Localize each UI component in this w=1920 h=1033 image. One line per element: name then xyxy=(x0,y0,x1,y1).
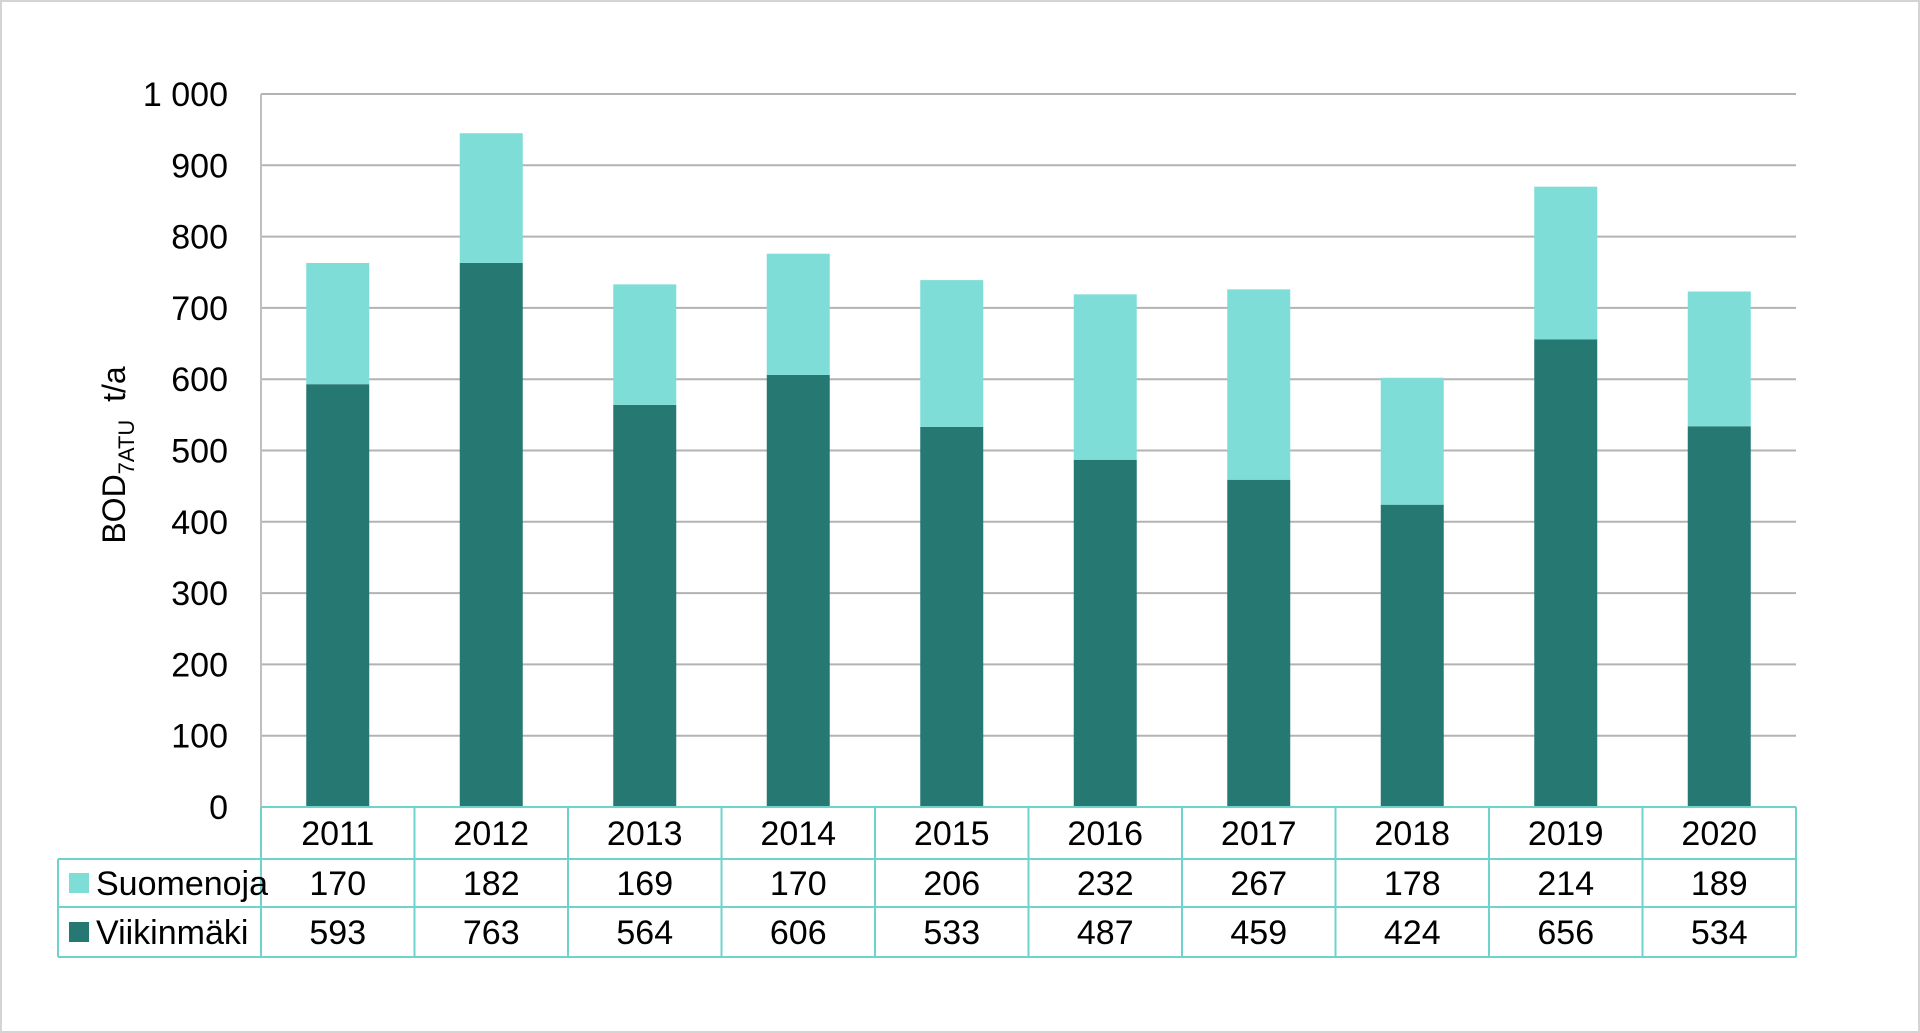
data-label: 564 xyxy=(616,914,673,952)
data-label: 170 xyxy=(770,865,827,903)
data-label: 189 xyxy=(1691,865,1748,903)
legend-key-suomenoja xyxy=(69,873,89,893)
data-label: 606 xyxy=(770,914,827,952)
data-label: 214 xyxy=(1537,865,1594,903)
bar-suomenoja-2011 xyxy=(306,262,370,385)
legend-label: Viikinmäki xyxy=(96,914,248,952)
y-tick-label: 700 xyxy=(171,290,228,328)
bar-viikinmki-2020 xyxy=(1687,426,1751,807)
x-tick-label: 2015 xyxy=(914,815,990,853)
y-tick-label: 500 xyxy=(171,433,228,471)
x-tick-label: 2014 xyxy=(760,815,836,853)
y-tick-label: 0 xyxy=(209,789,228,827)
bar-suomenoja-2015 xyxy=(920,280,984,427)
data-label: 424 xyxy=(1384,914,1441,952)
y-tick-label: 1 000 xyxy=(143,76,228,114)
data-label: 182 xyxy=(463,865,520,903)
data-label: 206 xyxy=(923,865,980,903)
x-tick-label: 2013 xyxy=(607,815,683,853)
data-label: 178 xyxy=(1384,865,1441,903)
bar-suomenoja-2017 xyxy=(1227,289,1291,480)
y-tick-label: 400 xyxy=(171,504,228,542)
data-table: 2011 2012 2013 2014 2015 2016 2017 2018 2019 2020… xyxy=(57,806,1797,958)
y-tick-label: 100 xyxy=(171,718,228,756)
bar-suomenoja-2019 xyxy=(1534,186,1598,340)
data-label: 170 xyxy=(309,865,366,903)
y-tick-label: 900 xyxy=(171,147,228,185)
data-label: 534 xyxy=(1691,914,1748,952)
x-tick-label: 2016 xyxy=(1067,815,1143,853)
data-label: 533 xyxy=(923,914,980,952)
bar-suomenoja-2020 xyxy=(1687,291,1751,427)
data-label: 267 xyxy=(1230,865,1287,903)
data-label: 593 xyxy=(309,914,366,952)
x-tick-label: 2019 xyxy=(1528,815,1604,853)
y-tick-label: 800 xyxy=(171,219,228,257)
bar-suomenoja-2016 xyxy=(1073,294,1137,460)
data-label: 763 xyxy=(463,914,520,952)
bar-suomenoja-2013 xyxy=(613,284,677,405)
y-tick-label: 200 xyxy=(171,646,228,684)
legend-label: Suomenoja xyxy=(96,865,268,903)
x-tick-label: 2017 xyxy=(1221,815,1297,853)
bar-viikinmki-2019 xyxy=(1534,339,1598,807)
legend-key-viikinmki xyxy=(69,922,89,942)
bar-viikinmki-2012 xyxy=(459,262,523,808)
bar-viikinmki-2018 xyxy=(1380,504,1444,807)
x-tick-label: 2011 xyxy=(301,815,374,853)
bar-viikinmki-2017 xyxy=(1227,479,1291,807)
x-tick-label: 2020 xyxy=(1681,815,1757,853)
x-tick-label: 2018 xyxy=(1374,815,1450,853)
bar-viikinmki-2015 xyxy=(920,426,984,807)
data-label: 656 xyxy=(1537,914,1594,952)
bar-suomenoja-2014 xyxy=(766,253,830,375)
bar-suomenoja-2018 xyxy=(1380,377,1444,505)
bar-viikinmki-2014 xyxy=(766,374,830,807)
y-axis-tick-labels: 0 100 200 300 400 500 600 700 800 900 1 000 xyxy=(143,76,228,827)
x-tick-label: 2012 xyxy=(453,815,529,853)
y-tick-label: 300 xyxy=(171,575,228,613)
bar-viikinmki-2011 xyxy=(306,384,370,807)
data-label: 232 xyxy=(1077,865,1134,903)
bar-viikinmki-2016 xyxy=(1073,459,1137,807)
data-label: 459 xyxy=(1230,914,1287,952)
bar-suomenoja-2012 xyxy=(459,133,523,263)
bar-viikinmki-2013 xyxy=(613,404,677,807)
data-label: 169 xyxy=(616,865,673,903)
y-axis-label: BOD7ATU t/a xyxy=(96,366,139,544)
bars xyxy=(306,133,1751,808)
y-tick-label: 600 xyxy=(171,361,228,399)
data-label: 487 xyxy=(1077,914,1134,952)
